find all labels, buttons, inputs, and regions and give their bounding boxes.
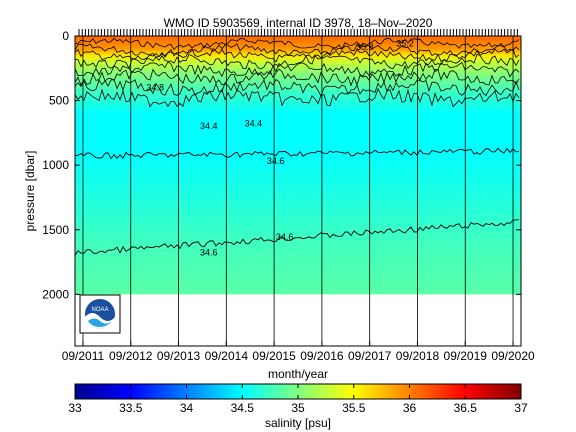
- contour-line: [75, 68, 520, 87]
- contour-label: 34.6: [276, 232, 294, 242]
- x-tick-label: 09/2017: [348, 349, 392, 363]
- contour-label: 35.8: [356, 42, 374, 52]
- contour-label: 34.4: [245, 118, 263, 128]
- contour-line: [75, 53, 520, 70]
- x-tick-label: 09/2019: [444, 349, 488, 363]
- y-axis: 0 500 1000 1500 2000: [42, 29, 521, 301]
- chart-title: WMO ID 5903569, internal ID 3978, 18–Nov…: [164, 16, 433, 30]
- contour-label: 34.6: [200, 248, 218, 258]
- y-tick-label: 2000: [42, 287, 69, 301]
- contour-label: 34.8: [147, 82, 165, 92]
- noaa-logo: NOAA: [79, 294, 121, 334]
- contour-line: [75, 78, 520, 97]
- contour-line: [75, 37, 520, 51]
- colorbar-tick-label: 34.5: [231, 401, 255, 415]
- contour-label: 34.6: [267, 156, 285, 166]
- y-tick-label: 1000: [42, 158, 69, 172]
- colorbar-tick-label: 37: [514, 401, 528, 415]
- x-tick-label: 09/2018: [396, 349, 440, 363]
- y-tick-label: 500: [49, 94, 69, 108]
- contour-line: [75, 219, 520, 256]
- contour-lines: [75, 37, 520, 256]
- colorbar-ticks: 33 33.5 34 34.5 35 35.5 36 36.5 37: [68, 384, 528, 415]
- y-axis-label: pressure [dbar]: [23, 151, 37, 232]
- y-tick-label: 1500: [42, 223, 69, 237]
- contour-line: [75, 87, 520, 108]
- x-tick-label: 09/2011: [62, 349, 105, 363]
- colorbar-tick-label: 35.5: [342, 401, 366, 415]
- colorbar-tick-label: 36.5: [454, 401, 478, 415]
- x-axis-label: month/year: [268, 367, 328, 381]
- colorbar-label: salinity [psu]: [265, 416, 331, 430]
- profile-tick-marks: [78, 29, 518, 36]
- x-tick-label: 09/2020: [491, 349, 535, 363]
- colorbar-tick-label: 35: [291, 401, 305, 415]
- contour-label: 35.2: [396, 38, 414, 48]
- year-lines: [82, 36, 514, 346]
- colorbar-tick-label: 33.5: [119, 401, 143, 415]
- x-axis: 09/2011 09/2012 09/2013 09/2014 09/2015 09/20…: [62, 341, 535, 363]
- x-tick-label: 09/2014: [205, 349, 249, 363]
- x-tick-label: 09/2012: [109, 349, 153, 363]
- x-tick-label: 09/2015: [252, 349, 296, 363]
- contour-label: 34.4: [200, 121, 218, 131]
- colorbar-tick-label: 33: [68, 401, 82, 415]
- salinity-field: [75, 36, 521, 295]
- plot-area: 34.4 34.4 34.6 34.6 34.6 34.8 35.2 35.8: [75, 36, 521, 346]
- y-tick-label: 0: [62, 29, 69, 43]
- x-tick-label: 09/2013: [157, 349, 201, 363]
- colorbar-tick-label: 34: [180, 401, 194, 415]
- noaa-logo-wave-inner: [88, 318, 112, 327]
- plot-frame: [74, 35, 522, 347]
- contour-labels: 34.4 34.4 34.6 34.6 34.6 34.8 35.2 35.8: [147, 38, 414, 257]
- contour-line: [75, 147, 520, 160]
- contour-line: [75, 61, 520, 78]
- x-tick-label: 09/2016: [300, 349, 344, 363]
- contour-line: [75, 43, 520, 58]
- colorbar-tick-label: 36: [403, 401, 417, 415]
- noaa-logo-text: NOAA: [91, 307, 108, 313]
